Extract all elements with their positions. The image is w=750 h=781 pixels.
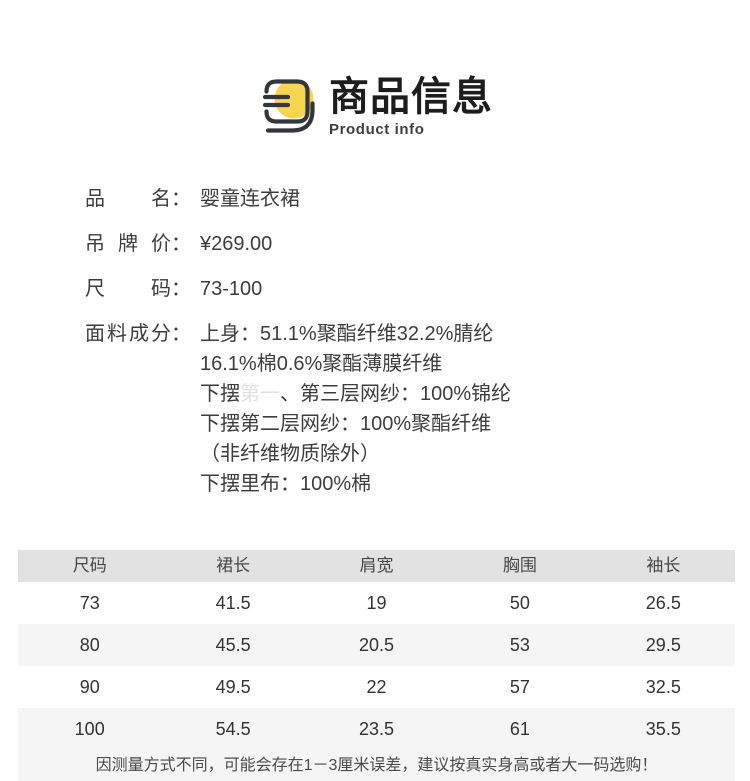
detail-row: 品名 ： 婴童连衣裙 <box>85 184 665 214</box>
detail-label: 品名 <box>85 184 171 214</box>
size-cell: 90 <box>79 677 100 697</box>
size-note: 因测量方式不同，可能会存在1－3厘米误差，建议按真实身高或者大一码选购！ <box>18 750 735 781</box>
size-cell: 29.5 <box>645 635 681 655</box>
size-cell: 61 <box>509 719 530 739</box>
detail-row: 尺码 ： 73-100 <box>85 274 665 304</box>
size-cell: 41.5 <box>215 593 251 613</box>
size-cell: 22 <box>366 677 387 697</box>
size-col-header: 胸围 <box>502 556 537 575</box>
size-cell: 19 <box>366 593 387 613</box>
page-title: 商品信息 <box>329 75 493 119</box>
detail-label-char: 名 <box>151 188 171 210</box>
detail-value-line: 下摆第一、第三层网纱：100%锦纶 <box>200 379 511 409</box>
size-table-header-row: 尺码 裙长 肩宽 胸围 袖长 <box>18 550 735 582</box>
detail-value-line: ¥269.00 <box>200 233 273 255</box>
size-table-row: 80 45.5 20.5 53 29.5 <box>18 624 735 666</box>
detail-label-char: 成 <box>129 323 149 345</box>
size-cell: 20.5 <box>358 635 395 655</box>
size-cell: 26.5 <box>645 593 681 613</box>
detail-value-line: （非纤维物质除外） <box>200 443 380 465</box>
size-cell: 54.5 <box>215 719 251 739</box>
size-table: 尺码 裙长 肩宽 胸围 袖长 73 41.5 19 50 26.5 80 45.5 20.5 53 29.… <box>18 550 735 781</box>
size-table-row: 73 41.5 19 50 26.5 <box>18 582 735 624</box>
detail-label-colon: ： <box>171 188 191 210</box>
size-cell: 45.5 <box>215 635 251 655</box>
size-cell: 23.5 <box>358 719 395 739</box>
detail-value-line: 上身：51.1%聚酯纤维32.2%腈纶 <box>200 323 494 345</box>
size-col-header: 肩宽 <box>359 556 394 575</box>
detail-label: 吊牌价 <box>85 229 171 259</box>
detail-label: 尺码 <box>85 274 171 304</box>
size-table-row: 90 49.5 22 57 32.5 <box>18 666 735 708</box>
detail-value-text: 、第三层网纱：100%锦纶 <box>280 383 512 405</box>
detail-value: 上身：51.1%聚酯纤维32.2%腈纶 16.1%棉0.6%聚酯薄膜纤维 下摆第一、… <box>200 319 511 499</box>
size-cell: 53 <box>509 635 530 655</box>
product-info-header: 商品信息 Product info <box>0 71 750 139</box>
size-cell: 35.5 <box>645 719 681 739</box>
size-cell: 50 <box>509 593 530 613</box>
detail-row: 吊牌价 ： ¥269.00 <box>85 229 665 259</box>
detail-value-line: 下摆里布：100%棉 <box>200 473 372 495</box>
detail-label-char: 面 <box>85 323 105 345</box>
detail-label-char: 分 <box>151 323 171 345</box>
detail-label-char: 价 <box>151 233 171 255</box>
detail-value-line: 73-100 <box>200 278 263 300</box>
size-cell: 57 <box>509 677 530 697</box>
size-cell: 100 <box>74 719 105 739</box>
header-title-block: 商品信息 Product info <box>329 76 493 138</box>
product-info-badge-icon <box>262 79 315 133</box>
detail-label-colon: ： <box>171 278 191 300</box>
detail-label: 面料成分 <box>85 319 171 349</box>
detail-value-line: 婴童连衣裙 <box>200 188 300 210</box>
size-col-header: 裙长 <box>216 556 251 575</box>
detail-label-char: 品 <box>85 188 105 210</box>
size-cell: 73 <box>79 593 100 613</box>
detail-label-colon: ： <box>171 323 191 345</box>
detail-row: 面料成分 ： 上身：51.1%聚酯纤维32.2%腈纶 16.1%棉0.6%聚酯薄膜… <box>85 319 665 499</box>
size-cell: 80 <box>79 635 100 655</box>
detail-value: 73-100 <box>200 274 262 304</box>
page-subtitle: Product info <box>329 121 425 138</box>
size-cell: 49.5 <box>215 677 251 697</box>
size-col-header: 袖长 <box>646 556 681 575</box>
detail-value: 婴童连衣裙 <box>200 184 300 214</box>
size-table-row: 100 54.5 23.5 61 35.5 <box>18 708 735 750</box>
size-cell: 32.5 <box>645 677 681 697</box>
detail-label-colon: ： <box>171 233 191 255</box>
detail-label-char: 尺 <box>85 278 105 300</box>
detail-value: ¥269.00 <box>200 229 272 259</box>
detail-label-char: 吊 <box>85 233 105 255</box>
size-col-header: 尺码 <box>72 556 107 575</box>
detail-value-line: 16.1%棉0.6%聚酯薄膜纤维 <box>200 353 443 375</box>
detail-label-char: 料 <box>107 323 127 345</box>
detail-value-text: 下摆 <box>200 383 240 405</box>
detail-label-char: 码 <box>151 278 171 300</box>
detail-label-char: 牌 <box>118 233 138 255</box>
detail-value-line: 下摆第二层网纱：100%聚酯纤维 <box>200 413 492 435</box>
obscured-text: 第一 <box>240 383 280 405</box>
size-table-body: 73 41.5 19 50 26.5 80 45.5 20.5 53 29.5 90 49.5 22 57… <box>18 582 735 750</box>
product-details: 品名 ： 婴童连衣裙 吊牌价 ： ¥269.00 尺码 ： 73-100 面料成… <box>85 184 665 514</box>
